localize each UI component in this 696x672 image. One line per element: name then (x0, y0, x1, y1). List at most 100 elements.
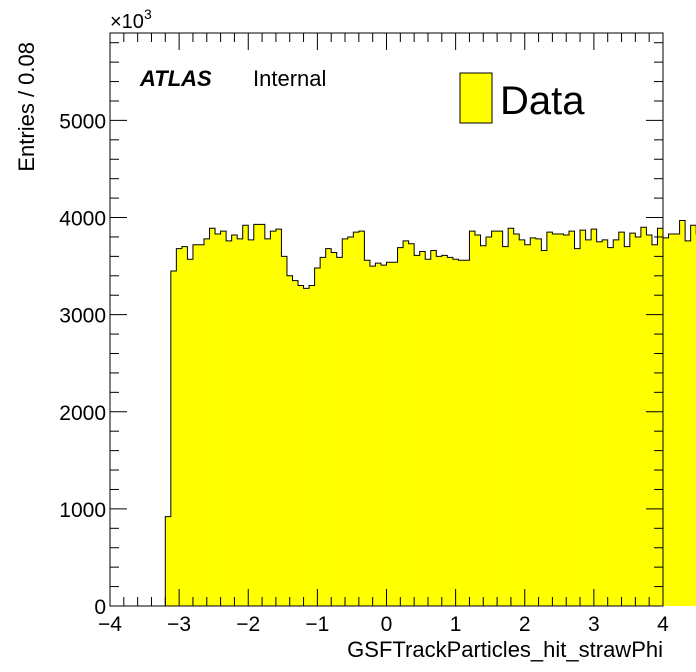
histogram-bin (486, 236, 492, 606)
histogram-bin (580, 230, 586, 606)
histogram-bin (463, 260, 470, 606)
histogram-bin (286, 275, 293, 606)
y-tick-label: 0 (94, 596, 106, 619)
histogram-bin (469, 231, 476, 606)
histogram-bin (369, 266, 376, 606)
histogram-bin (248, 239, 255, 606)
histogram-bin (192, 244, 199, 607)
histogram-bin (176, 248, 183, 606)
histogram-bin (215, 234, 221, 607)
histogram-bin (663, 237, 669, 606)
histogram-bin (347, 236, 354, 606)
histogram-bin (624, 246, 631, 606)
histogram-bin (397, 247, 404, 606)
histogram-bin (425, 259, 432, 606)
y-tick-label: 3000 (59, 305, 106, 328)
histogram-bin (563, 235, 570, 606)
histogram-bars (165, 220, 696, 607)
histogram-bin (635, 236, 642, 606)
histogram-bin (546, 232, 553, 607)
histogram-bin (320, 257, 326, 606)
histogram-bin (602, 239, 608, 606)
histogram-bin (314, 268, 321, 606)
histogram-bin (502, 246, 509, 606)
histogram-bin (419, 251, 426, 606)
x-tick-label: 1 (450, 613, 462, 636)
histogram-bin (414, 255, 420, 607)
histogram-bin (541, 250, 548, 606)
internal-label: Internal (253, 66, 326, 91)
histogram-bin (552, 234, 559, 607)
histogram-bin (358, 231, 365, 606)
histogram-bin (530, 237, 537, 606)
histogram-bin (574, 248, 581, 606)
histogram-bin (430, 250, 437, 606)
histogram-outline (164, 219, 696, 606)
y-tick-label: 1000 (59, 499, 106, 522)
x-tick-label: −1 (305, 613, 329, 636)
histogram-bin (375, 263, 382, 606)
histogram-bin (690, 225, 696, 606)
histogram-bin (298, 285, 304, 606)
y-tick-label: 5000 (59, 110, 106, 133)
histogram-bin (275, 229, 282, 606)
histogram-bin (270, 231, 277, 606)
histogram-bin (568, 231, 575, 606)
histogram-bin (436, 256, 443, 606)
histogram-bin (242, 225, 249, 606)
x-tick-label: 4 (657, 613, 669, 636)
histogram-bin (613, 239, 620, 606)
histogram-bin (447, 257, 454, 606)
y-tick-label: 4000 (59, 208, 106, 231)
histogram-bin (508, 228, 514, 606)
y-axis-ticks (110, 42, 663, 607)
histogram-bin (309, 285, 315, 606)
histogram-bin (353, 232, 360, 607)
x-tick-label: 0 (381, 613, 393, 636)
atlas-label: ATLAS (139, 66, 212, 91)
legend-swatch (459, 72, 493, 124)
histogram-bin (325, 248, 332, 606)
histogram-bin (170, 270, 177, 606)
histogram-bin (264, 238, 271, 606)
histogram-bin (165, 516, 172, 606)
histogram-bin (524, 244, 531, 607)
histogram-bin (591, 229, 597, 606)
histogram-bin (607, 247, 614, 606)
histogram-bin (452, 259, 459, 606)
histogram-bin (292, 280, 299, 606)
histogram-bin (629, 233, 636, 607)
histogram-bin (380, 265, 387, 606)
histogram-bin (281, 256, 288, 606)
histogram-bin (209, 228, 216, 606)
histogram-bin (204, 238, 210, 606)
histogram-bin (458, 260, 465, 606)
histogram-bin (181, 246, 188, 606)
x-axis-ticks (109, 33, 664, 606)
histogram-bin (535, 238, 542, 606)
x-axis-tick-labels: −4 −3 −2 −1 0 1 2 3 4 (98, 613, 669, 636)
legend: Data (459, 72, 585, 124)
histogram-bin (303, 288, 310, 606)
x-axis-title: GSFTrackParticles_hit_strawPhi (347, 637, 663, 662)
histogram-bin (226, 240, 232, 606)
legend-entry-data: Data (500, 79, 585, 123)
y-axis-tick-labels: 0 1000 2000 3000 4000 5000 (59, 110, 106, 619)
histogram-bin (668, 234, 675, 607)
histogram-bin (640, 227, 647, 606)
histogram-bin (480, 245, 487, 607)
histogram-bin (259, 224, 266, 606)
histogram-bin (557, 234, 564, 607)
histogram-bin (231, 235, 238, 606)
histogram-bin (679, 220, 686, 607)
histogram-bin (408, 243, 415, 607)
x-tick-label: −4 (98, 613, 122, 636)
histogram-bin (657, 228, 664, 606)
histogram-bin (392, 262, 398, 606)
y-axis-title: Entries / 0.08 (14, 42, 39, 172)
histogram-bin (220, 231, 227, 606)
histogram-bin (441, 255, 448, 607)
x-tick-label: 3 (588, 613, 600, 636)
histogram-bin (646, 235, 653, 606)
